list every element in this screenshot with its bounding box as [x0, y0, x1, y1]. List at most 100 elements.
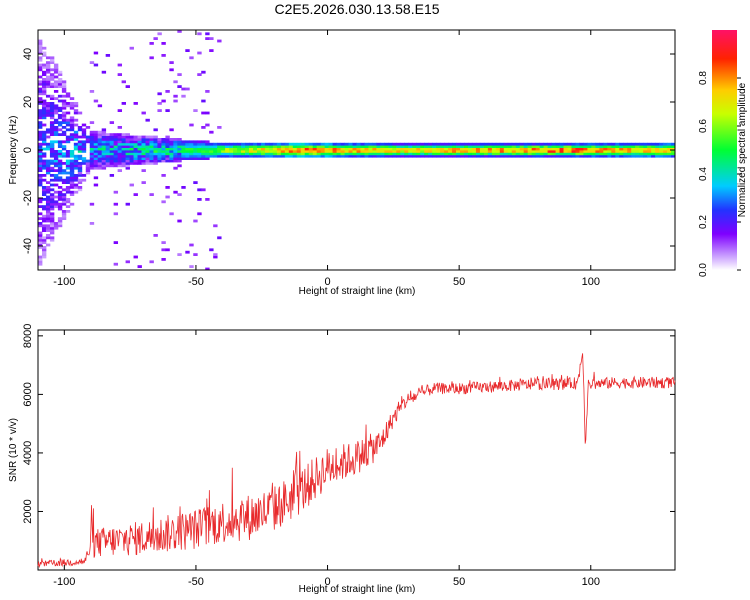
spectrogram-cell	[69, 162, 75, 165]
spectrogram-cell	[340, 147, 345, 151]
spectrogram-cell	[344, 147, 349, 151]
spectrogram-cell	[607, 152, 612, 156]
spectrogram-cell	[663, 150, 668, 153]
spectrogram-cell	[639, 147, 644, 151]
spectrogram-cell	[543, 150, 548, 153]
spectrogram-cell	[615, 154, 620, 158]
spectrogram-cell	[623, 147, 628, 151]
spectrogram-cell	[93, 176, 99, 180]
spectrogram-cell	[169, 138, 174, 141]
spectrogram-cell	[348, 154, 353, 158]
spectrogram-cell	[38, 109, 43, 112]
spectrogram-cell	[157, 102, 162, 105]
spectrogram-cell	[45, 78, 51, 81]
spectrogram-cell	[452, 145, 457, 148]
spectrogram-cell	[372, 145, 377, 148]
spectrogram-cell	[53, 109, 59, 112]
spectrogram-cell	[535, 145, 541, 148]
spectrogram-cell	[45, 219, 51, 223]
spectrogram-cell	[38, 51, 43, 55]
spectrogram-cell	[113, 164, 119, 168]
spectrogram-cell	[177, 154, 182, 158]
spectrogram-cell	[376, 147, 381, 151]
spectrogram-cell	[161, 159, 166, 163]
spectrogram-cell	[65, 181, 71, 184]
spectrogram-cell	[57, 166, 63, 170]
spectrogram-cell	[117, 147, 123, 151]
spectrogram-cell	[61, 99, 67, 103]
spectrogram-cell	[69, 176, 75, 180]
spectrogram-cell	[45, 224, 51, 228]
spectrogram-cell	[647, 145, 652, 148]
spectrogram-cell	[73, 159, 79, 163]
spectrogram-cell	[547, 150, 552, 153]
spectrogram-cell	[392, 154, 397, 158]
spectrogram-cell	[245, 150, 250, 153]
spectrogram-cell	[412, 147, 417, 151]
spectrogram-cell	[432, 142, 437, 146]
spectrogram-cell	[396, 150, 401, 153]
spectrogram-cell	[38, 142, 43, 146]
spectrogram-cell	[57, 207, 63, 211]
snr-frame	[37, 329, 676, 571]
spectrogram-cell	[153, 138, 158, 141]
spectrogram-cell	[667, 145, 672, 148]
spectrogram-cell	[567, 150, 572, 153]
spectrogram-cell	[276, 154, 282, 158]
spectrogram-cell	[73, 176, 79, 180]
spectrogram-ylabel: Frequency (Hz)	[8, 116, 19, 185]
spectrogram-cell	[125, 138, 130, 141]
spectrogram-cell	[655, 145, 660, 148]
spectrogram-cell	[45, 147, 51, 151]
spectrogram-cell	[161, 152, 166, 156]
spectrogram-cell	[125, 260, 130, 264]
spectrogram-cell	[627, 152, 632, 156]
spectrogram-cell	[288, 147, 294, 151]
spectrogram-cell	[101, 130, 107, 134]
spectrogram-cell	[424, 147, 429, 151]
spectrogram-cell	[45, 207, 51, 211]
spectrogram-cell	[360, 150, 365, 153]
spectrogram-cell	[73, 174, 79, 177]
spectrogram-cell	[452, 147, 457, 151]
spectrogram-cell	[61, 82, 67, 86]
spectrogram-cell	[38, 82, 43, 86]
spectrogram-cell	[41, 104, 47, 108]
spectrogram-cell	[320, 142, 326, 146]
spectrogram-xtick-label: 50	[453, 276, 465, 288]
snr-series-line	[37, 353, 676, 569]
spectrogram-cell	[284, 150, 290, 153]
spectrogram-cell	[65, 162, 71, 165]
spectrogram-cell	[320, 147, 326, 151]
spectrogram-cell	[360, 152, 365, 156]
spectrogram-cell	[456, 147, 461, 151]
spectrogram-cell	[161, 150, 166, 153]
spectrogram-cell	[89, 159, 95, 163]
spectrogram-cell	[141, 162, 146, 165]
spectrogram-cell	[487, 142, 493, 146]
spectrogram-cell	[559, 145, 564, 148]
spectrogram-cell	[69, 183, 75, 187]
spectrogram-cell	[38, 68, 43, 72]
spectrogram-cell	[503, 145, 509, 148]
spectrogram-cell	[57, 123, 63, 127]
spectrogram-cell	[165, 154, 170, 158]
spectrogram-cell	[61, 111, 67, 115]
spectrogram-cell	[217, 152, 222, 156]
spectrogram-cell	[57, 106, 63, 110]
spectrogram-cell	[65, 166, 71, 170]
spectrogram-cell	[61, 114, 67, 117]
spectrogram-cell	[252, 152, 258, 156]
spectrogram-cell	[57, 198, 63, 201]
spectrogram-xtick-label: 100	[582, 276, 600, 288]
spectrogram-cell	[125, 133, 130, 136]
spectrogram-cell	[527, 152, 533, 156]
spectrogram-cell	[41, 229, 47, 232]
spectrogram-cell	[57, 202, 63, 206]
spectrogram-cell	[256, 145, 262, 148]
spectrogram-cell	[499, 154, 505, 158]
spectrogram-cell	[121, 138, 126, 141]
spectrogram-cell	[205, 111, 210, 115]
spectrogram-cell	[368, 145, 373, 148]
spectrogram-cell	[487, 150, 493, 153]
